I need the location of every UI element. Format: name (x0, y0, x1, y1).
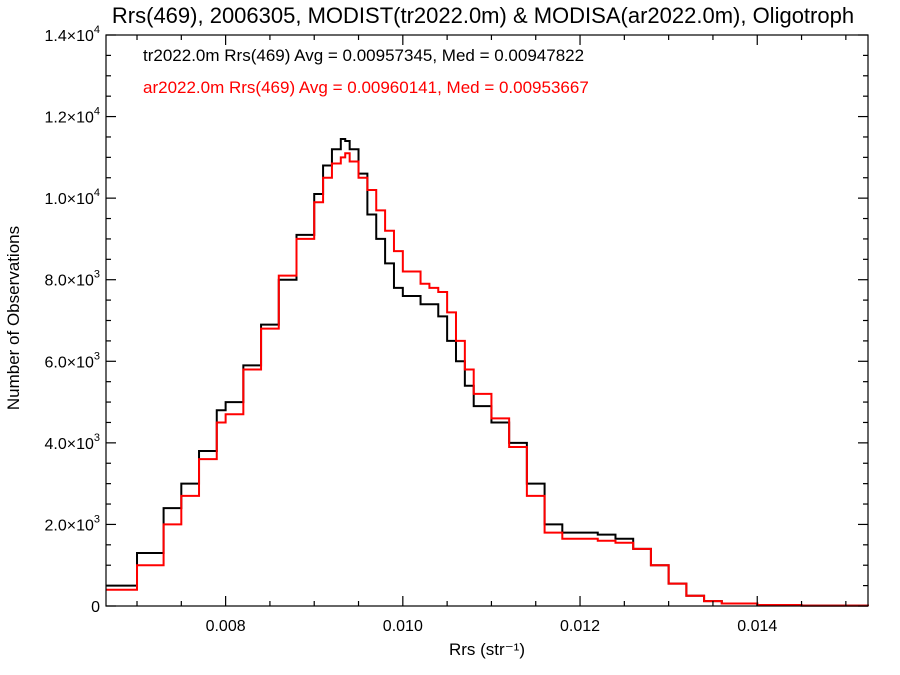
y-tick-label: 1.0×104 (44, 187, 100, 208)
x-axis-label: Rrs (str⁻¹) (449, 640, 525, 659)
legend-entry-red: ar2022.0m Rrs(469) Avg = 0.00960141, Med… (143, 78, 589, 97)
chart-title: Rrs(469), 2006305, MODIST(tr2022.0m) & M… (112, 3, 854, 28)
series-line-red (106, 152, 869, 607)
y-tick-label: 1.2×104 (44, 106, 100, 127)
x-tick-label: 0.014 (737, 618, 777, 635)
y-tick-label: 0 (91, 599, 100, 616)
y-tick-label: 8.0×103 (44, 269, 100, 290)
y-axis-label: Number of Observations (4, 226, 23, 410)
ticks-layer: 0.008 0.010 0.012 0.014 0 2.0×103 4.0×103 6.0×1… (44, 24, 868, 635)
y-tick-label: 1.4×104 (44, 24, 100, 45)
x-tick-label: 0.010 (383, 618, 423, 635)
y-tick-label: 4.0×103 (44, 432, 100, 453)
y-tick-label: 6.0×103 (44, 350, 100, 371)
x-tick-label: 0.012 (560, 618, 600, 635)
y-tick-label: 2.0×103 (44, 513, 100, 534)
x-tick-label: 0.008 (206, 618, 246, 635)
series-layer (106, 138, 869, 607)
legend-entry-black: tr2022.0m Rrs(469) Avg = 0.00957345, Med… (143, 46, 584, 65)
